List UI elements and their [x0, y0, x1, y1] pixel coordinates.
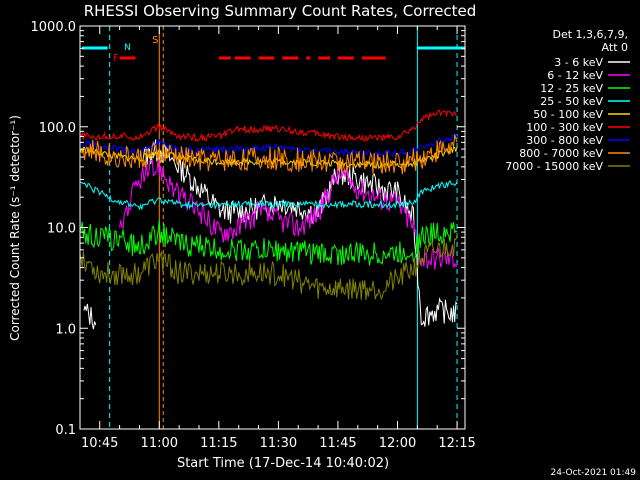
- legend-header: Att 0: [602, 41, 628, 54]
- plot-area: FN S: [79, 26, 465, 429]
- x-tick-label: 11:30: [260, 436, 297, 451]
- series-line: [79, 134, 458, 175]
- series-line: [79, 109, 458, 143]
- plot-frame: [79, 25, 466, 430]
- y-axis-label: Corrected Count Rate (s⁻¹ detector⁻¹): [8, 115, 22, 341]
- y-tick-label: 1.0: [55, 322, 76, 337]
- x-tick-label: 11:15: [200, 436, 237, 451]
- legend-label: 100 - 300 keV: [526, 121, 603, 134]
- y-tick-label: 0.1: [55, 423, 76, 438]
- series-line: [79, 180, 458, 211]
- y-tick-label: 10.0: [47, 222, 76, 237]
- series-line: [119, 158, 458, 270]
- series-line: [79, 233, 458, 301]
- series-line: [79, 220, 458, 266]
- x-tick-label: 12:15: [438, 436, 475, 451]
- x-axis-label: Start Time (17-Dec-14 10:40:02): [177, 456, 389, 471]
- legend-label: 25 - 50 keV: [540, 95, 603, 108]
- legend-label: 6 - 12 keV: [547, 69, 603, 82]
- chart-title: RHESSI Observing Summary Count Rates, Co…: [84, 2, 477, 20]
- legend-header: Det 1,3,6,7,9,: [552, 28, 628, 41]
- y-tick-label: 100.0: [39, 121, 76, 136]
- flag-f-label: F: [113, 53, 119, 64]
- x-tick-label: 12:00: [379, 436, 416, 451]
- legend-label: 3 - 6 keV: [554, 56, 603, 69]
- legend-label: 50 - 100 keV: [533, 108, 603, 121]
- x-axis: 10:45 11:00 11:15 11:30 11:45 12:00 12:15: [81, 26, 476, 451]
- flag-n-label: N: [124, 43, 131, 53]
- series-line: [79, 132, 458, 158]
- y-axis: 0.1 1.0 10.0 100.0 1000.0: [31, 20, 465, 438]
- legend-label: 800 - 7000 keV: [519, 147, 603, 160]
- legend-label: 12 - 25 keV: [540, 82, 603, 95]
- footer-date: 24-Oct-2021 01:49: [551, 468, 637, 478]
- x-tick-label: 10:45: [81, 436, 118, 451]
- series-line: [83, 139, 458, 330]
- x-tick-label: 11:45: [319, 436, 356, 451]
- legend-label: 7000 - 15000 keV: [505, 160, 603, 173]
- x-tick-label: 11:00: [141, 436, 178, 451]
- legend-label: 300 - 800 keV: [526, 134, 603, 147]
- flag-s-label: S: [152, 35, 158, 46]
- y-tick-label: 1000.0: [31, 20, 77, 35]
